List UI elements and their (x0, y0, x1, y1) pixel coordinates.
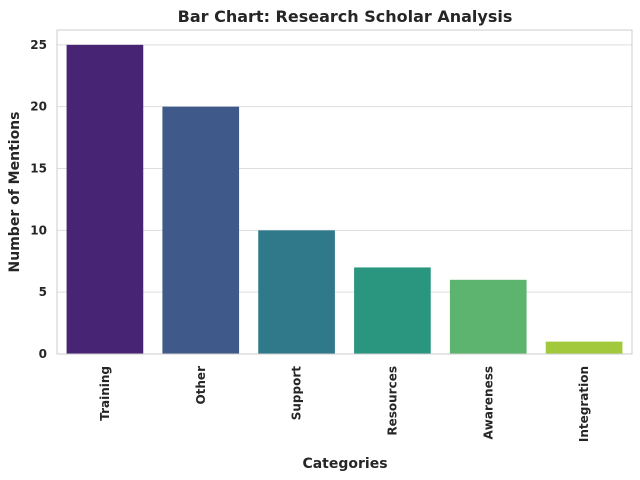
x-tick-label: Other (194, 366, 208, 405)
x-axis-ticks: Training Other Support Resources Awareness In… (98, 366, 591, 442)
chart-title: Bar Chart: Research Scholar Analysis (178, 7, 513, 26)
x-tick-label: Resources (385, 366, 399, 436)
y-axis-ticks: 0 5 10 15 20 25 (30, 38, 47, 361)
y-tick-label: 10 (30, 223, 47, 237)
bar-other (162, 106, 240, 354)
x-tick-label: Training (98, 366, 112, 421)
bar-support (258, 230, 335, 354)
y-axis-label: Number of Mentions (7, 112, 23, 273)
bar-training (66, 44, 144, 355)
y-tick-label: 20 (30, 100, 47, 114)
y-tick-label: 25 (30, 38, 47, 52)
bar-resources (354, 267, 431, 354)
x-tick-label: Support (290, 366, 304, 421)
plot-frame (56, 29, 633, 355)
bars (66, 44, 623, 355)
bar-awareness (449, 279, 527, 354)
x-tick-label: Integration (577, 366, 591, 442)
y-tick-label: 5 (39, 285, 47, 299)
y-tick-label: 15 (30, 162, 47, 176)
y-tick-label: 0 (39, 347, 47, 361)
x-tick-label: Awareness (481, 366, 495, 440)
x-axis-label: Categories (302, 456, 387, 472)
bar-integration (545, 341, 623, 354)
